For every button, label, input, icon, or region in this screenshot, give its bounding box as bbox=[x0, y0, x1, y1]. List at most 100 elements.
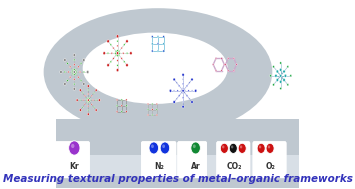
Bar bbox=[56, 119, 299, 188]
Ellipse shape bbox=[44, 8, 272, 136]
Circle shape bbox=[119, 52, 120, 54]
Circle shape bbox=[82, 92, 83, 94]
Circle shape bbox=[80, 63, 82, 64]
Circle shape bbox=[152, 50, 153, 52]
Circle shape bbox=[113, 47, 114, 49]
Circle shape bbox=[126, 111, 127, 113]
Circle shape bbox=[121, 47, 122, 49]
Circle shape bbox=[176, 82, 178, 84]
Circle shape bbox=[87, 101, 88, 102]
FancyBboxPatch shape bbox=[141, 141, 176, 178]
Circle shape bbox=[213, 64, 214, 65]
Circle shape bbox=[280, 87, 282, 90]
Circle shape bbox=[147, 103, 149, 105]
Circle shape bbox=[182, 73, 184, 76]
Circle shape bbox=[152, 114, 153, 116]
Circle shape bbox=[287, 66, 289, 68]
FancyBboxPatch shape bbox=[253, 141, 286, 178]
Circle shape bbox=[72, 69, 73, 71]
Circle shape bbox=[186, 95, 188, 97]
Circle shape bbox=[236, 64, 237, 65]
Circle shape bbox=[191, 101, 193, 103]
Text: Ar: Ar bbox=[191, 162, 201, 171]
Circle shape bbox=[179, 85, 180, 87]
Circle shape bbox=[70, 66, 71, 68]
Circle shape bbox=[124, 44, 125, 46]
Circle shape bbox=[173, 101, 175, 103]
Circle shape bbox=[107, 52, 109, 54]
Text: Measuring textural properties of metal–organic frameworks: Measuring textural properties of metal–o… bbox=[2, 174, 353, 184]
Circle shape bbox=[116, 69, 119, 72]
Circle shape bbox=[273, 66, 274, 68]
Circle shape bbox=[103, 52, 105, 55]
Circle shape bbox=[117, 35, 118, 37]
Ellipse shape bbox=[83, 33, 228, 104]
Circle shape bbox=[191, 142, 200, 154]
Circle shape bbox=[87, 113, 89, 115]
Circle shape bbox=[68, 71, 69, 73]
Circle shape bbox=[157, 36, 159, 38]
Circle shape bbox=[117, 40, 118, 42]
Circle shape bbox=[173, 78, 175, 81]
Circle shape bbox=[270, 74, 272, 77]
Circle shape bbox=[117, 60, 118, 61]
Circle shape bbox=[156, 114, 157, 116]
Circle shape bbox=[73, 70, 76, 74]
Circle shape bbox=[215, 57, 217, 59]
Circle shape bbox=[88, 113, 89, 115]
Circle shape bbox=[156, 109, 157, 110]
Circle shape bbox=[182, 97, 184, 98]
Circle shape bbox=[82, 106, 83, 108]
FancyBboxPatch shape bbox=[216, 141, 250, 178]
Circle shape bbox=[126, 64, 128, 66]
Circle shape bbox=[180, 90, 182, 92]
Circle shape bbox=[188, 90, 189, 92]
Circle shape bbox=[231, 145, 233, 148]
Circle shape bbox=[279, 80, 282, 83]
Circle shape bbox=[182, 74, 184, 76]
FancyBboxPatch shape bbox=[178, 141, 207, 178]
Circle shape bbox=[118, 54, 120, 56]
Circle shape bbox=[121, 105, 122, 107]
Circle shape bbox=[60, 70, 62, 74]
Circle shape bbox=[95, 89, 97, 91]
Circle shape bbox=[116, 99, 118, 101]
Circle shape bbox=[126, 99, 127, 101]
Circle shape bbox=[151, 144, 154, 148]
Circle shape bbox=[182, 78, 184, 80]
Circle shape bbox=[147, 109, 149, 110]
Circle shape bbox=[233, 57, 235, 59]
Circle shape bbox=[225, 64, 226, 65]
FancyBboxPatch shape bbox=[55, 141, 90, 178]
Circle shape bbox=[184, 91, 185, 93]
Circle shape bbox=[156, 103, 157, 105]
Circle shape bbox=[182, 83, 184, 85]
Circle shape bbox=[182, 92, 184, 94]
Circle shape bbox=[238, 143, 246, 153]
Circle shape bbox=[126, 52, 128, 54]
Circle shape bbox=[182, 106, 184, 108]
Circle shape bbox=[95, 109, 97, 111]
Circle shape bbox=[80, 109, 81, 111]
Circle shape bbox=[149, 142, 159, 154]
Circle shape bbox=[89, 101, 90, 102]
Circle shape bbox=[121, 99, 122, 101]
Circle shape bbox=[93, 92, 94, 94]
Circle shape bbox=[191, 90, 193, 92]
Circle shape bbox=[268, 145, 270, 148]
Circle shape bbox=[193, 144, 196, 148]
Circle shape bbox=[86, 99, 87, 101]
Circle shape bbox=[163, 43, 164, 45]
Circle shape bbox=[92, 99, 94, 101]
Circle shape bbox=[88, 109, 89, 111]
Circle shape bbox=[191, 101, 193, 103]
Circle shape bbox=[276, 78, 279, 81]
Circle shape bbox=[73, 64, 75, 66]
Circle shape bbox=[130, 52, 132, 54]
Circle shape bbox=[173, 90, 175, 92]
Circle shape bbox=[116, 105, 118, 107]
FancyBboxPatch shape bbox=[253, 141, 286, 178]
Circle shape bbox=[117, 69, 118, 71]
Circle shape bbox=[290, 74, 292, 77]
Circle shape bbox=[78, 76, 79, 78]
